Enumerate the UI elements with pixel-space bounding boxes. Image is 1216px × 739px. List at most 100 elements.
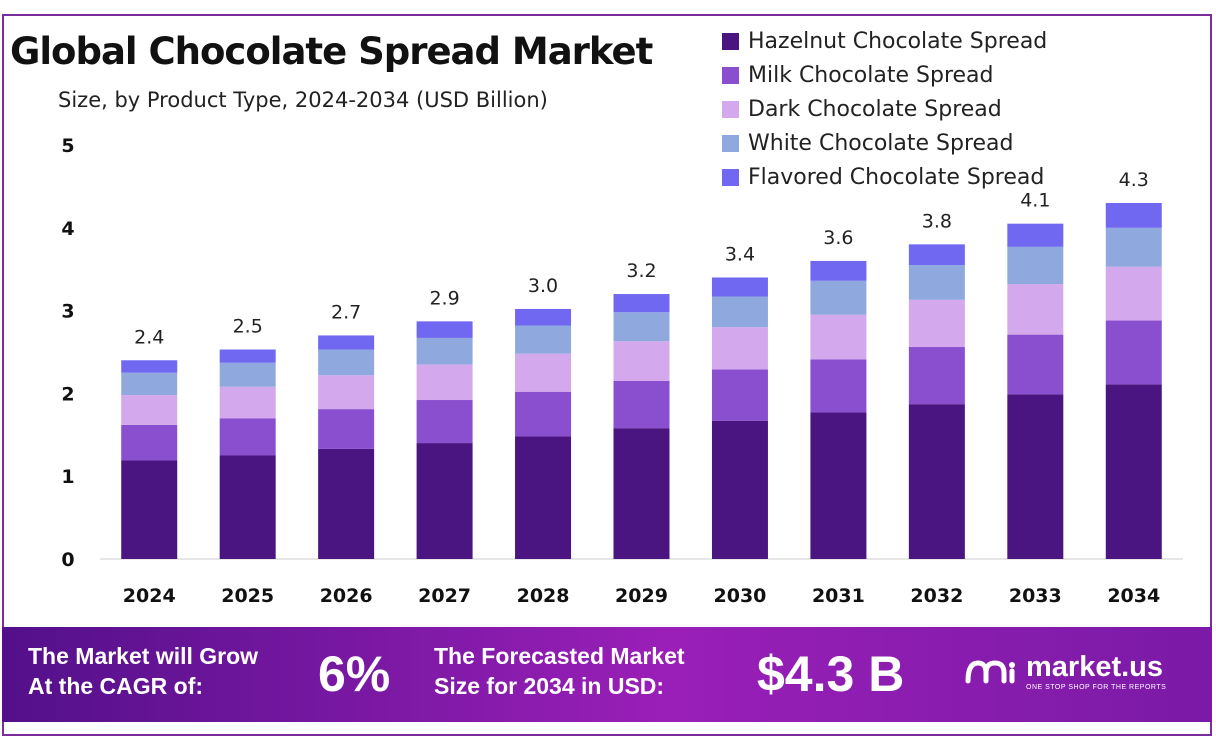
legend-label-white: White Chocolate Spread	[748, 130, 1014, 156]
bar-segment	[1105, 202, 1162, 228]
bar-segment	[121, 460, 178, 559]
bar-segment	[121, 395, 178, 425]
bar-segment	[810, 359, 867, 413]
bar-segment	[908, 347, 965, 405]
legend-item-dark: Dark Chocolate Spread	[722, 92, 1047, 126]
cagr-label-line1: The Market will Grow	[28, 643, 259, 669]
bar-segment	[1105, 384, 1162, 559]
bar-segment	[416, 321, 473, 338]
bar-segment	[613, 312, 670, 342]
x-tick-label: 2029	[615, 585, 668, 607]
bar-segment	[613, 341, 670, 381]
bar-segment	[711, 369, 768, 421]
bar-segment	[318, 349, 375, 376]
bar-segment	[711, 296, 768, 328]
bar-segment	[1105, 227, 1162, 267]
bar-segment	[908, 299, 965, 348]
legend: Hazelnut Chocolate Spread Milk Chocolate…	[722, 24, 1047, 194]
bar-segment	[1007, 284, 1064, 335]
legend-item-white: White Chocolate Spread	[722, 126, 1047, 160]
y-tick-label: 5	[61, 135, 74, 157]
chart-title: Global Chocolate Spread Market	[10, 30, 653, 73]
stacked-bar-chart: 0 1 2 3 4 5 2.4 2024 2.5 2025 2.7 2026 2.9 2027 3.0 202…	[61, 135, 1183, 607]
bar-segment	[318, 375, 375, 410]
bar-total-label: 4.1	[1020, 190, 1050, 212]
x-tick-label: 2030	[714, 585, 767, 607]
bar-segment	[810, 314, 867, 360]
forecast-value: $4.3 B	[757, 646, 905, 702]
bar-total-label: 2.9	[429, 287, 459, 309]
bar-total-label: 3.0	[528, 275, 558, 297]
bar-segment	[219, 386, 276, 419]
bar-segment	[416, 364, 473, 401]
bar-segment	[121, 360, 178, 373]
bar-segment	[613, 294, 670, 313]
bar-segment	[515, 325, 572, 354]
bar-segment	[121, 372, 178, 396]
bar-segment	[318, 409, 375, 449]
bar-segment	[515, 391, 572, 437]
bar-segment	[219, 362, 276, 387]
bar-total-label: 3.8	[922, 210, 952, 232]
bar-segment	[908, 244, 965, 266]
brand-logo: market.us ONE STOP SHOP FOR THE REPORTS	[964, 651, 1166, 691]
bar-segment	[515, 436, 572, 559]
y-tick-label: 0	[61, 549, 74, 571]
bar-segment	[711, 327, 768, 370]
bar-total-label: 2.7	[331, 301, 361, 323]
forecast-label: The Forecasted Market Size for 2034 in U…	[434, 641, 685, 701]
bar-segment	[416, 443, 473, 559]
footer-banner: The Market will Grow At the CAGR of: 6% …	[2, 627, 1212, 722]
x-tick-label: 2024	[123, 585, 176, 607]
legend-swatch-hazelnut	[722, 32, 739, 50]
bar-total-label: 2.4	[134, 326, 164, 348]
x-tick-label: 2032	[910, 585, 963, 607]
bar-segment	[1105, 320, 1162, 385]
bar-segment	[1105, 266, 1162, 321]
bar-total-label: 4.3	[1119, 169, 1149, 191]
legend-swatch-white	[722, 134, 739, 152]
cagr-value: 6%	[318, 646, 391, 702]
bar-segment	[1007, 334, 1064, 395]
bar-segment	[318, 335, 375, 350]
x-tick-label: 2028	[517, 585, 570, 607]
bar-segment	[810, 260, 867, 281]
legend-label-hazelnut: Hazelnut Chocolate Spread	[748, 28, 1048, 54]
brand-name: market.us	[1026, 650, 1164, 683]
bar-segment	[515, 308, 572, 326]
legend-swatch-milk	[722, 66, 739, 84]
cagr-label: The Market will Grow At the CAGR of:	[28, 641, 258, 701]
bar-total-label: 3.2	[626, 260, 656, 282]
bar-segment	[711, 420, 768, 559]
bar-segment	[318, 448, 375, 559]
legend-item-hazelnut: Hazelnut Chocolate Spread	[722, 24, 1047, 58]
bar-segment	[908, 404, 965, 559]
bar-segment	[515, 353, 572, 392]
y-tick-label: 4	[61, 218, 74, 240]
bar-segment	[810, 412, 867, 559]
bar-segment	[219, 418, 276, 456]
chart-subtitle: Size, by Product Type, 2024-2034 (USD Bi…	[58, 88, 548, 112]
bar-total-label: 3.6	[823, 227, 853, 249]
y-tick-label: 2	[61, 383, 74, 405]
bar-segment	[416, 400, 473, 444]
legend-label-flavored: Flavored Chocolate Spread	[748, 164, 1045, 190]
bar-segment	[121, 424, 178, 461]
forecast-label-line1: The Forecasted Market	[434, 643, 685, 669]
bar-segment	[613, 428, 670, 559]
legend-label-dark: Dark Chocolate Spread	[748, 96, 1002, 122]
bar-segment	[711, 277, 768, 297]
y-tick-label: 3	[61, 301, 74, 323]
bar-segment	[613, 380, 670, 429]
legend-swatch-dark	[722, 100, 739, 118]
bar-total-label: 2.5	[233, 316, 263, 338]
brand-tagline: ONE STOP SHOP FOR THE REPORTS	[1026, 683, 1167, 691]
bar-segment	[219, 349, 276, 363]
bar-total-label: 3.4	[725, 243, 755, 265]
legend-swatch-flavored	[722, 168, 739, 186]
market-us-logo-icon	[965, 660, 1015, 684]
x-tick-label: 2027	[418, 585, 471, 607]
legend-label-milk: Milk Chocolate Spread	[748, 62, 994, 88]
y-tick-label: 1	[61, 466, 74, 488]
bar-segment	[1007, 394, 1064, 559]
